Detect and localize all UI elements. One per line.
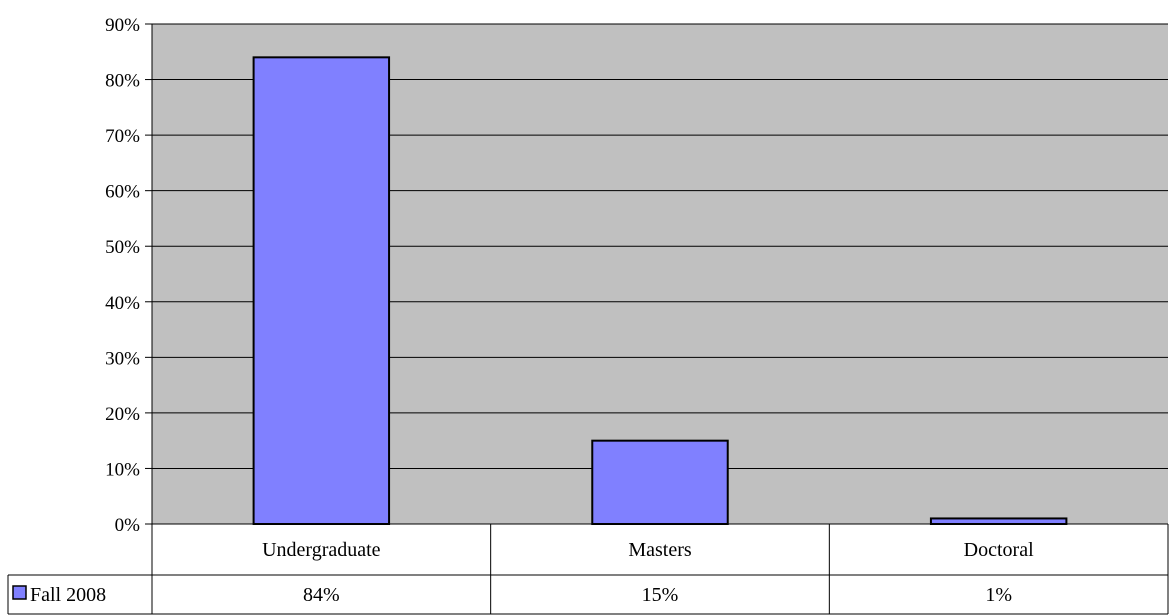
y-tick-label: 80% <box>105 71 140 92</box>
category-label: Doctoral <box>964 539 1034 561</box>
y-tick-label: 10% <box>105 459 140 480</box>
table-value-cell: 1% <box>985 584 1012 606</box>
category-label: Masters <box>628 539 692 561</box>
category-label: Undergraduate <box>262 539 381 561</box>
bar-masters <box>591 439 729 525</box>
y-tick-label: 0% <box>115 515 141 536</box>
legend-series-label: Fall 2008 <box>30 584 106 606</box>
data-table: Undergraduate Masters Doctoral Fall 2008 84%… <box>7 524 1169 615</box>
y-tick-label: 50% <box>105 237 140 258</box>
y-tick-label: 40% <box>105 293 140 314</box>
y-tick-label: 60% <box>105 182 140 203</box>
legend-key <box>12 585 27 600</box>
y-tick-label: 90% <box>105 15 140 36</box>
bars <box>252 56 1068 526</box>
y-tick-label: 20% <box>105 404 140 425</box>
bar-doctoral <box>929 517 1068 526</box>
table-value-cell: 15% <box>642 584 679 606</box>
y-tick-label: 70% <box>105 126 140 147</box>
y-tick-label: 30% <box>105 348 140 369</box>
bar-undergraduate <box>252 56 391 525</box>
y-axis: 0% 10% 20% 30% 40% 50% 60% 70% 80% 90% <box>105 15 1168 536</box>
table-value-cell: 84% <box>303 584 340 606</box>
